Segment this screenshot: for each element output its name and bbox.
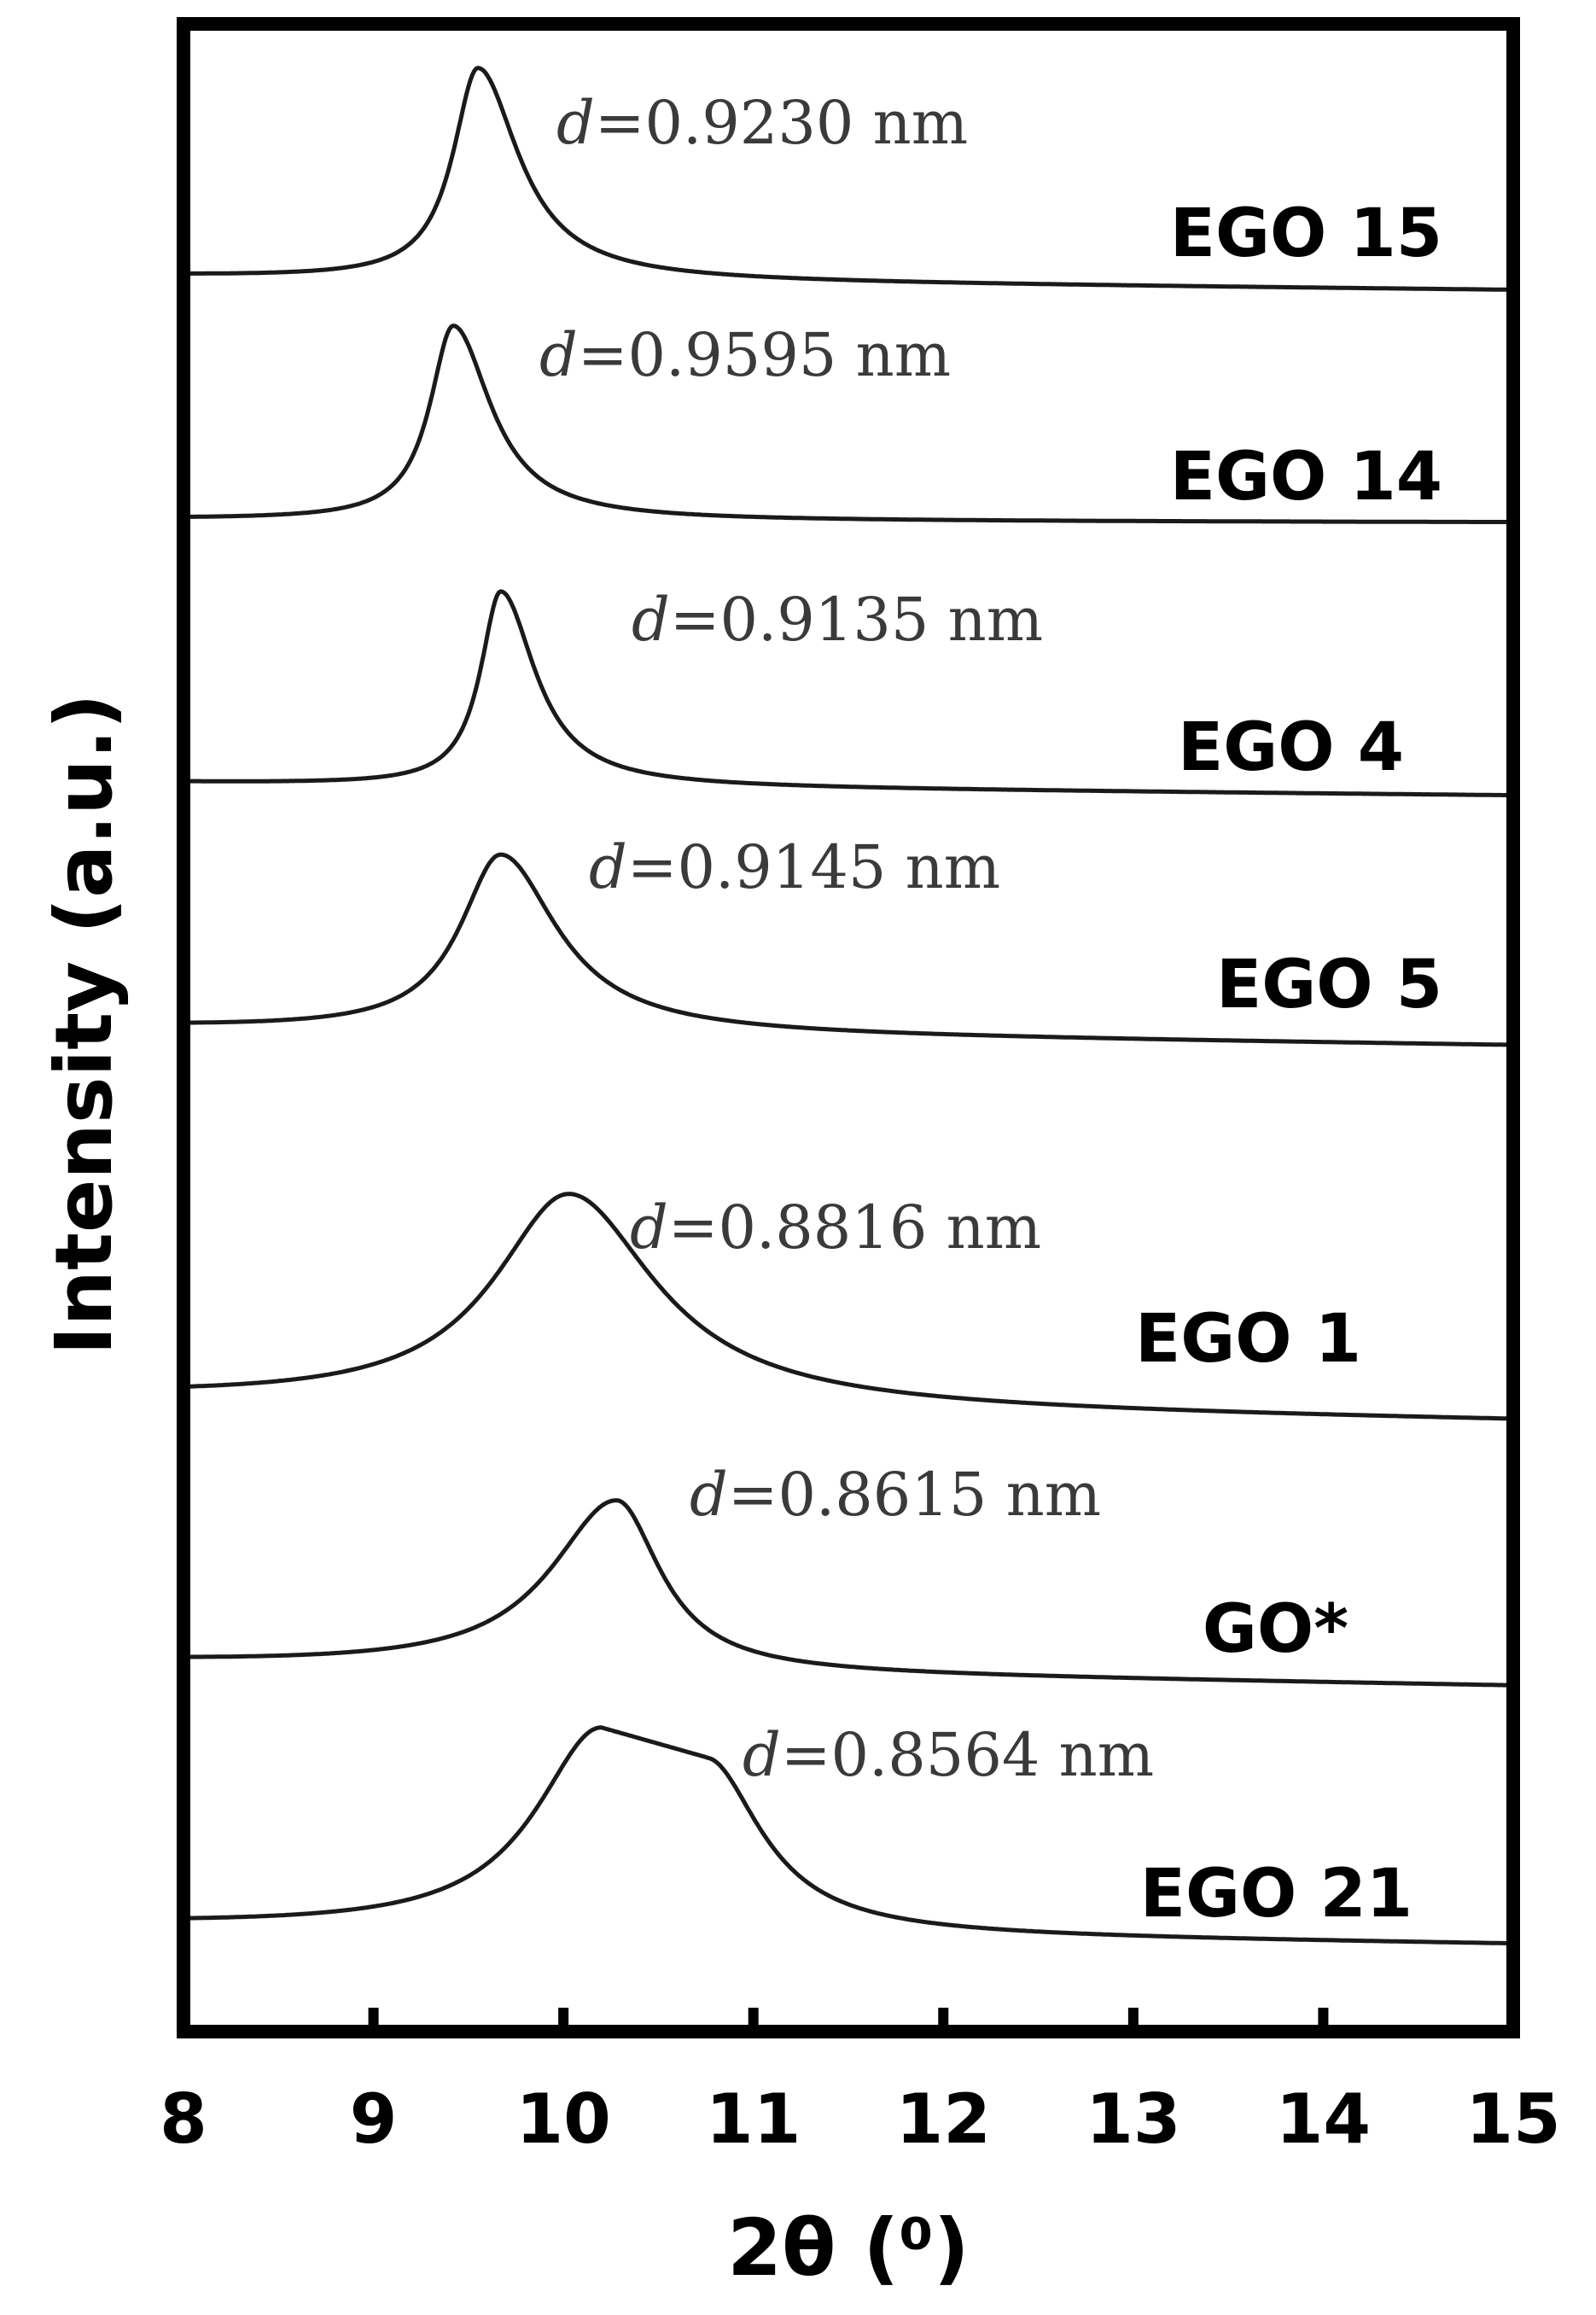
x-tick-label-9: 9 (350, 2079, 398, 2159)
d-symbol: d (539, 320, 578, 390)
series-label-5: GO* (1203, 1591, 1348, 1668)
series-curve-0 (181, 66, 1516, 292)
d-symbol: d (743, 1720, 781, 1790)
series-label-1: EGO 14 (1170, 439, 1442, 516)
x-tick-label-13: 13 (1086, 2079, 1180, 2159)
x-tick-label-8: 8 (160, 2079, 207, 2159)
plot-frame (177, 17, 1520, 2038)
x-axis-ticks: 8 9 10 11 12 13 14 15 (160, 2008, 1561, 2159)
d-value: =0.9145 nm (627, 832, 1000, 902)
d-symbol: d (632, 585, 670, 655)
x-tick-label-12: 12 (896, 2079, 991, 2159)
d-value: =0.9230 nm (595, 88, 968, 158)
d-value: =0.9135 nm (670, 585, 1043, 655)
series-curve-3 (181, 852, 1516, 1047)
series-label-4: EGO 1 (1135, 1301, 1361, 1378)
series-label-0: EGO 15 (1170, 195, 1442, 272)
x-axis-title: 2θ (⁰) (727, 2202, 970, 2294)
d-value: =0.9595 nm (578, 320, 951, 390)
curves-group (181, 66, 1516, 1946)
series-curve-4 (181, 1192, 1516, 1421)
d-spacing-label-5: d=0.8615 nm (690, 1460, 1101, 1530)
series-curve-6 (181, 1725, 1516, 1946)
y-axis-title: Intensity (a.u.) (38, 693, 130, 1355)
series-curve-5 (181, 1498, 1516, 1688)
d-symbol: d (690, 1460, 728, 1530)
series-curve-2 (181, 589, 1516, 798)
series-label-6: EGO 21 (1140, 1856, 1413, 1933)
series-label-3: EGO 5 (1216, 947, 1442, 1023)
d-spacing-label-2: d=0.9135 nm (632, 585, 1043, 655)
d-spacing-label-0: d=0.9230 nm (556, 88, 968, 158)
x-tick-label-14: 14 (1276, 2079, 1371, 2159)
x-tick-label-11: 11 (706, 2079, 801, 2159)
d-spacing-label-6: d=0.8564 nm (743, 1720, 1154, 1790)
d-value: =0.8816 nm (668, 1192, 1041, 1262)
d-value: =0.8615 nm (728, 1460, 1101, 1530)
d-value: =0.8564 nm (781, 1720, 1154, 1790)
d-spacing-label-3: d=0.9145 nm (589, 832, 1000, 902)
series-label-2: EGO 4 (1178, 709, 1404, 786)
d-symbol: d (630, 1192, 668, 1262)
x-tick-label-15: 15 (1465, 2079, 1560, 2159)
d-spacing-label-4: d=0.8816 nm (630, 1192, 1041, 1262)
d-spacing-label-1: d=0.9595 nm (539, 320, 951, 390)
d-symbol: d (556, 88, 595, 158)
series-curve-1 (181, 324, 1516, 525)
d-symbol: d (589, 832, 627, 902)
x-tick-label-10: 10 (515, 2079, 610, 2159)
